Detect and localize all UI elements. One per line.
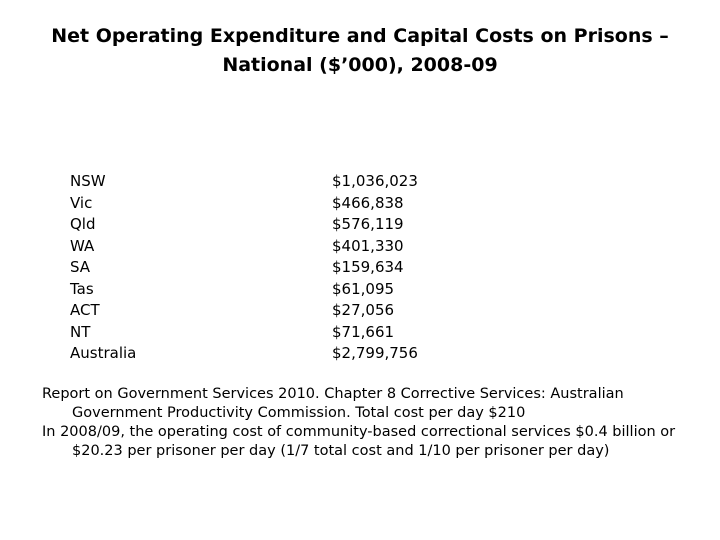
amount-value: $401,330	[332, 236, 404, 255]
table-row: Vic $466,838	[0, 193, 720, 215]
table-row: SA $159,634	[0, 257, 720, 279]
region-label: NT	[70, 322, 91, 341]
region-label: Australia	[70, 344, 137, 362]
amount-value: $159,634	[332, 258, 404, 276]
amount-value: $2,799,756	[332, 344, 418, 362]
slide-title: Net Operating Expenditure and Capital Co…	[40, 22, 680, 80]
amount-value: $27,056	[332, 301, 395, 319]
table-row: WA $401,330	[0, 236, 720, 258]
table-row: Qld $576,119	[0, 214, 720, 236]
table-row: ACT $27,056	[0, 300, 720, 322]
region-label: Vic	[70, 193, 93, 212]
source-note: Report on Government Services 2010. Chap…	[42, 386, 624, 421]
source-notes: Report on Government Services 2010. Chap…	[42, 385, 682, 461]
region-label: Tas	[70, 279, 94, 298]
table-row: NSW $1,036,023	[0, 171, 720, 193]
title-line-2: National ($’000), 2008-09	[222, 54, 498, 76]
expenditure-table: NSW $1,036,023 Vic $466,838 Qld $576,119…	[0, 171, 720, 365]
amount-value: $61,095	[332, 279, 395, 298]
table-row: Tas $61,095	[0, 279, 720, 301]
region-label: ACT	[70, 301, 100, 319]
amount-value: $576,119	[332, 215, 404, 233]
amount-value: $71,661	[332, 322, 395, 341]
region-label: SA	[70, 258, 91, 276]
operating-cost-note: In 2008/09, the operating cost of commun…	[42, 424, 676, 459]
amount-value: $466,838	[332, 193, 404, 212]
region-label: WA	[70, 236, 95, 255]
table-row: NT $71,661	[0, 322, 720, 344]
title-line-1: Net Operating Expenditure and Capital Co…	[51, 25, 669, 47]
region-label: NSW	[70, 172, 106, 190]
region-label: Qld	[70, 215, 96, 233]
table-row: Australia $2,799,756	[0, 343, 720, 365]
amount-value: $1,036,023	[332, 172, 418, 190]
